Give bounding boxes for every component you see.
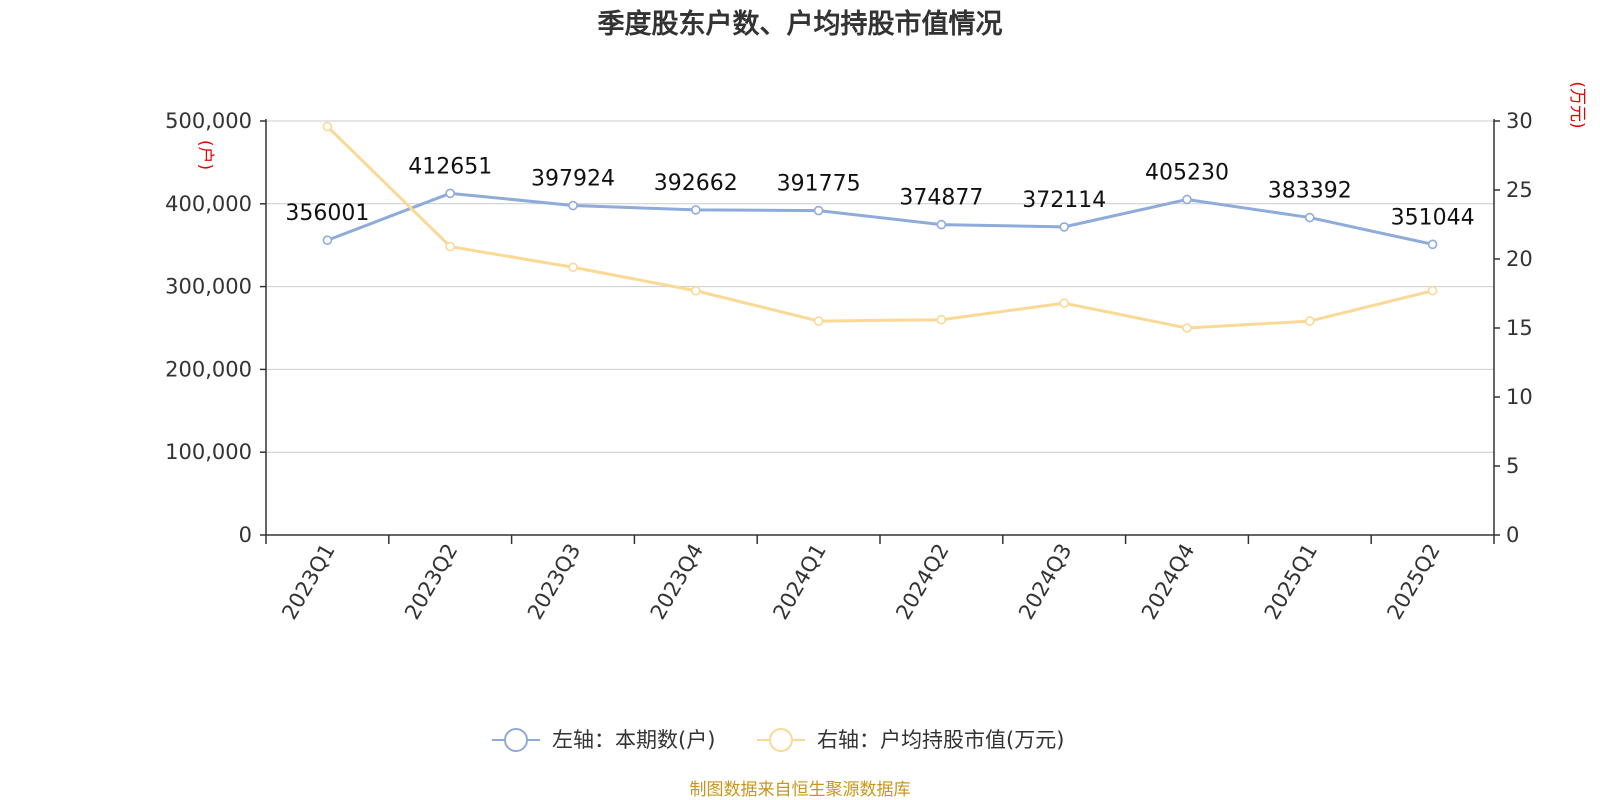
series-point-right [1305,316,1315,326]
x-axis-tick-label: 2025Q1 [1260,540,1322,624]
legend-label-right-series: 右轴：户均持股市值(万元) [817,728,1064,752]
data-label: 372114 [1022,188,1106,213]
chart-title: 季度股东户数、户均持股市值情况 [598,8,1003,40]
series-point-right [690,285,701,296]
series-point-left [445,188,456,199]
x-axis-tick-label: 2023Q1 [277,540,339,624]
series-point-left [568,200,578,211]
left-axis-tick-label: 0 [239,523,252,547]
series-point-left [1427,239,1438,250]
series-point-left [1182,194,1192,205]
series-point-right [322,121,333,132]
right-axis-tick-label: 5 [1506,454,1519,478]
series-layer [322,121,1438,333]
x-axis-tick-label: 2024Q1 [768,540,830,624]
x-axis-tick-label: 2025Q2 [1382,540,1444,624]
series-point-left [936,219,947,230]
right-axis-tick-label: 20 [1506,247,1533,271]
data-label: 351044 [1391,205,1475,230]
series-point-right [936,314,947,325]
series-point-left [1059,222,1069,232]
x-axis-tick-label: 2024Q3 [1014,540,1076,624]
data-label: 392662 [654,171,738,196]
right-axis-tick-label: 15 [1506,316,1533,340]
data-label: 405230 [1145,160,1229,185]
series-point-right [1059,298,1069,308]
series-point-left [1305,212,1315,223]
series-line-right [326,125,1433,330]
source-note: 制图数据来自恒生聚源数据库 [690,780,911,800]
data-label: 356001 [285,201,369,226]
left-axis-tick-label: 500,000 [165,109,252,133]
x-axis-tick-label: 2023Q3 [523,540,585,624]
data-label: 397924 [531,167,615,192]
series-point-right [1427,285,1438,296]
data-label: 391775 [777,172,861,197]
right-axis-tick-label: 0 [1506,523,1519,547]
right-axis-unit: (万元) [1567,81,1587,128]
data-label: 374877 [899,186,983,211]
series-point-right [813,316,824,326]
data-label: 383392 [1268,179,1352,204]
x-axis-tick-label: 2024Q4 [1137,540,1199,624]
legend-item-right-series[interactable]: 右轴：户均持股市值(万元) [757,728,1064,752]
x-axis-tick-label: 2023Q4 [646,540,708,624]
right-axis-tick-label: 25 [1506,178,1533,202]
data-label: 412651 [408,154,492,179]
data-label-layer: 356001 412651 397924 392662 391775 374877 3721… [285,154,1474,230]
legend[interactable]: 左轴：本期数(户) 右轴：户均持股市值(万元) [492,728,1064,752]
legend-label-left-series: 左轴：本期数(户) [552,728,715,752]
series-point-left [813,205,824,216]
series-point-left [322,235,333,246]
right-axis-tick-label: 30 [1506,109,1533,133]
legend-marker-left-series [504,728,528,752]
left-axis-tick-label: 300,000 [165,275,252,299]
legend-marker-right-series [769,728,793,752]
series-point-left [690,205,701,215]
x-axis-tick-label: 2024Q2 [891,540,953,624]
left-axis-tick-label: 100,000 [165,440,252,464]
series-point-right [445,241,456,252]
left-axis-tick-label: 200,000 [165,357,252,381]
grid-layer [266,120,1494,453]
left-axis-tick-label: 400,000 [165,192,252,216]
series-point-right [568,262,578,273]
x-axis-tick-label: 2023Q2 [400,540,462,624]
series-line-left [326,191,1433,246]
legend-item-left-series[interactable]: 左轴：本期数(户) [492,728,715,752]
left-axis-unit: (户) [195,140,215,170]
series-point-right [1182,323,1192,333]
right-axis-tick-label: 10 [1506,385,1533,409]
